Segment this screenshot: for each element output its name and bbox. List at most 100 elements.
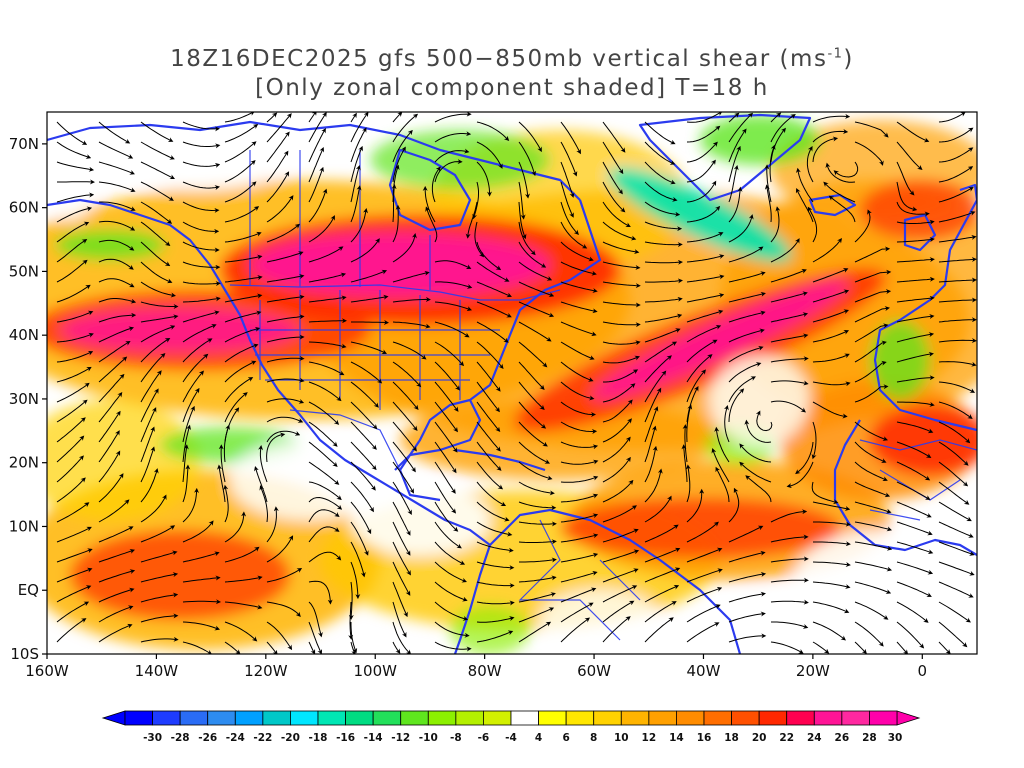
streamline [686, 293, 725, 303]
streamline [938, 277, 977, 283]
colorbar-swatch [703, 710, 732, 726]
streamline [602, 141, 624, 175]
streamline [795, 167, 814, 203]
streamline [728, 112, 740, 123]
streamline [812, 353, 850, 363]
lon-label: 120W [244, 662, 288, 680]
streamline [348, 581, 354, 620]
streamline [812, 621, 846, 641]
streamline [98, 278, 135, 288]
streamline [812, 501, 851, 511]
coast-na-west [47, 198, 491, 546]
colorbar-swatch [538, 710, 567, 726]
streamline [308, 461, 340, 485]
streamline [98, 373, 125, 403]
streamline [854, 306, 890, 323]
streamline [56, 477, 86, 503]
streamline [739, 443, 772, 463]
streamline [560, 533, 599, 543]
streamline [56, 399, 88, 423]
streamline [392, 481, 412, 515]
streamline [644, 341, 678, 363]
streamline [896, 351, 934, 363]
streamline [602, 201, 631, 228]
streamline [224, 112, 255, 123]
streamline [308, 481, 342, 501]
streamline [938, 461, 969, 487]
streamline [854, 209, 872, 243]
streamline [223, 484, 229, 523]
streamline [560, 181, 574, 218]
streamline [140, 161, 176, 180]
coast-africa [833, 419, 977, 556]
streamline [938, 581, 974, 598]
streamline [266, 430, 301, 443]
streamline [350, 112, 369, 143]
streamline [224, 601, 263, 610]
streamline [266, 601, 301, 617]
streamline [434, 481, 457, 514]
streamline [728, 388, 745, 423]
streamline [392, 113, 419, 143]
streamline [644, 370, 667, 403]
streamline [644, 181, 678, 202]
streamline [812, 401, 848, 419]
streamline [308, 318, 347, 324]
streamline [854, 269, 892, 283]
streamline [182, 141, 221, 149]
streamline [392, 521, 411, 556]
streamline [98, 410, 121, 443]
colorbar-swatch [290, 710, 319, 726]
streamline [98, 326, 135, 343]
streamline [392, 421, 417, 452]
streamline [182, 121, 220, 132]
streamline [896, 461, 931, 481]
streamline [769, 144, 776, 183]
streamline [771, 621, 809, 629]
streamline [938, 541, 975, 556]
streamline [603, 369, 639, 383]
streamline [224, 377, 254, 403]
streamline [518, 607, 555, 623]
streamline [518, 481, 555, 496]
streamline [560, 513, 599, 523]
streamline [770, 599, 809, 605]
streamline [140, 337, 171, 363]
border-africa [859, 439, 977, 521]
streamline [476, 581, 515, 589]
streamline [182, 387, 200, 423]
streamline [56, 567, 93, 583]
streamline [350, 208, 368, 243]
streamline [739, 461, 772, 483]
streamline [434, 601, 469, 621]
streamline [938, 641, 951, 654]
political-borders [229, 150, 977, 641]
streamline [518, 141, 537, 177]
lon-label: 20W [796, 662, 830, 680]
streamline [896, 521, 933, 536]
colorbar-swatch [813, 710, 843, 726]
streamline [182, 353, 209, 383]
colorbar-label: -22 [253, 732, 272, 744]
streamline [896, 641, 909, 654]
streamline [560, 570, 598, 583]
streamline [308, 496, 343, 510]
streamline [728, 550, 766, 563]
streamline [431, 166, 441, 203]
streamline [350, 238, 380, 263]
streamline [140, 636, 179, 643]
streamline [825, 162, 856, 183]
streamline [812, 641, 830, 654]
streamline [560, 617, 590, 643]
streamline [644, 161, 676, 185]
streamline [224, 621, 258, 642]
streamline [560, 201, 579, 235]
coastlines [47, 113, 977, 654]
streamline [602, 399, 633, 423]
streamline [728, 591, 766, 603]
streamline [854, 621, 884, 647]
streamline [476, 261, 510, 282]
streamline [182, 281, 221, 287]
streamline [938, 501, 972, 522]
colorbar-label: -18 [309, 732, 328, 744]
